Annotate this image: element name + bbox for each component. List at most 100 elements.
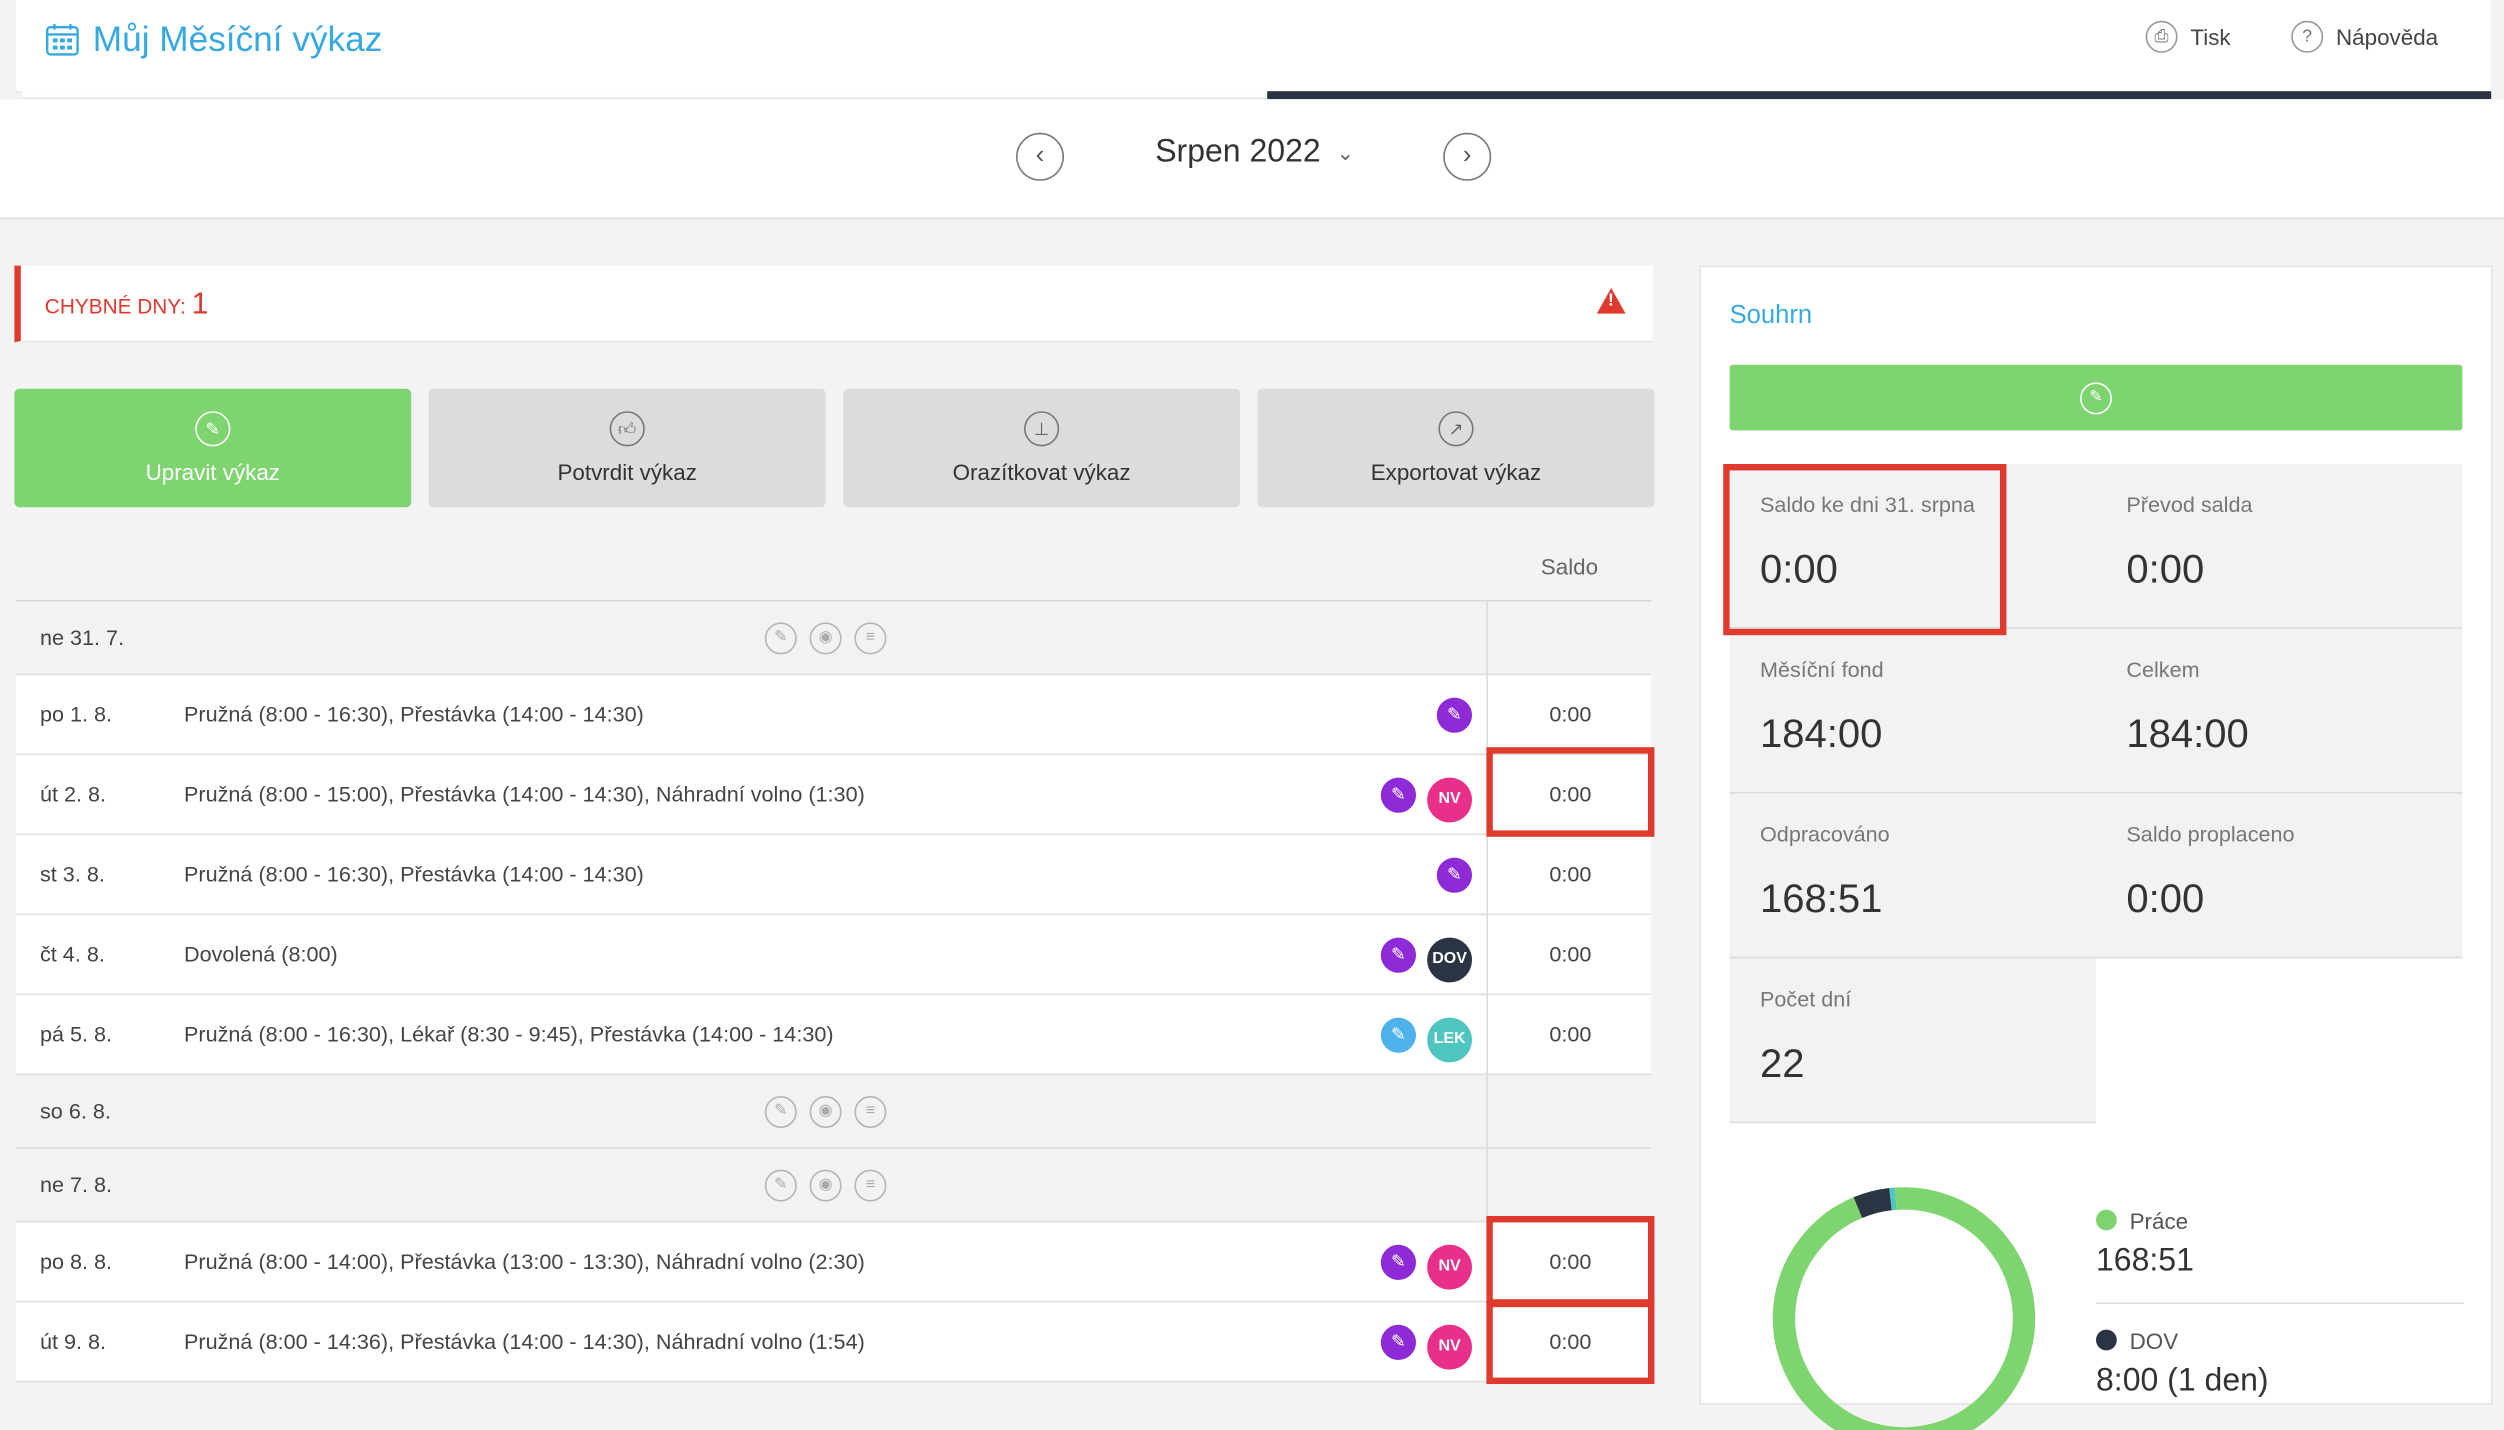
help-label: Nápověda — [2336, 24, 2438, 50]
row-actions: ✎ ◉ ≡ — [765, 1095, 887, 1127]
month-navigation: ‹ Srpen 2022 ⌄ › — [0, 99, 2504, 219]
pencil-icon[interactable]: ✎ — [1381, 1244, 1416, 1279]
summary-edit-button[interactable]: ✎ — [1730, 365, 2463, 431]
pencil-icon[interactable]: ✎ — [1381, 1017, 1416, 1052]
row-saldo: 0:00 — [1486, 915, 1652, 993]
help-button[interactable]: ? Nápověda — [2291, 21, 2438, 53]
row-date: út 9. 8. — [40, 1330, 106, 1354]
pencil-icon[interactable]: ✎ — [1381, 937, 1416, 972]
question-icon: ? — [2291, 21, 2323, 53]
note-edit-icon[interactable]: ≡ — [854, 1169, 886, 1201]
chevron-down-icon: ⌄ — [1337, 140, 1354, 166]
note-edit-icon[interactable]: ≡ — [854, 1095, 886, 1127]
eye-icon[interactable]: ◉ — [810, 1169, 842, 1201]
row-saldo — [1486, 1149, 1652, 1221]
status-badge: NV — [1427, 1324, 1472, 1369]
legend-value: 168:51 — [2096, 1243, 2194, 1280]
pencil-icon[interactable]: ✎ — [1381, 1324, 1416, 1359]
confirm-report-button[interactable]: 👍︎ Potvrdit výkaz — [429, 389, 826, 507]
next-month-button[interactable]: › — [1443, 133, 1491, 181]
row-date: so 6. 8. — [40, 1099, 111, 1123]
row-badges: ✎ LEK — [1381, 1007, 1472, 1061]
summary-panel: Souhrn ✎ Saldo ke dni 31. srpna 0:00 Pře… — [1699, 266, 2493, 1405]
pencil-icon[interactable]: ✎ — [1437, 857, 1472, 892]
stamp-report-button[interactable]: ⊥ Orazítkovat výkaz — [843, 389, 1240, 507]
row-saldo: 0:00 — [1486, 995, 1652, 1073]
pencil-icon[interactable]: ✎ — [765, 622, 797, 654]
stat-label: Celkem — [2126, 658, 2199, 682]
highlight-box — [1486, 747, 1654, 837]
row-saldo: 0:00 — [1486, 675, 1652, 753]
row-description: Pružná (8:00 - 15:00), Přestávka (14:00 … — [184, 782, 865, 806]
table-row[interactable]: čt 4. 8. Dovolená (8:00) ✎ DOV 0:00 — [16, 915, 1651, 995]
stamp-icon: ⊥ — [1024, 411, 1059, 446]
table-row[interactable]: út 2. 8. Pružná (8:00 - 15:00), Přestávk… — [16, 755, 1651, 835]
stamp-report-label: Orazítkovat výkaz — [953, 459, 1131, 485]
row-date: pá 5. 8. — [40, 1022, 112, 1046]
hours-donut-chart — [1765, 1174, 2069, 1430]
pencil-icon[interactable]: ✎ — [765, 1169, 797, 1201]
export-report-label: Exportovat výkaz — [1371, 459, 1542, 485]
export-icon: ↗ — [1438, 411, 1473, 446]
eye-icon[interactable]: ◉ — [810, 622, 842, 654]
row-description: Pružná (8:00 - 14:36), Přestávka (14:00 … — [184, 1330, 865, 1354]
stat-worked: Odpracováno 168:51 — [1730, 794, 2096, 959]
row-saldo: 0:00 — [1486, 835, 1652, 913]
table-row[interactable]: ne 31. 7. ✎ ◉ ≡ — [16, 602, 1651, 676]
row-date: čt 4. 8. — [40, 942, 105, 966]
pencil-icon: ✎ — [2080, 382, 2112, 414]
month-selector[interactable]: Srpen 2022 ⌄ — [1155, 134, 1354, 171]
tab-strip-active — [1267, 91, 2491, 99]
calendar-icon — [45, 22, 80, 57]
previous-month-button[interactable]: ‹ — [1016, 133, 1064, 181]
row-badges: ✎ NV — [1381, 1234, 1472, 1288]
table-row[interactable]: ne 7. 8. ✎ ◉ ≡ — [16, 1149, 1651, 1223]
row-badges: ✎ NV — [1381, 1314, 1472, 1368]
error-days-text: Chybné dny: — [45, 294, 186, 318]
row-description: Pružná (8:00 - 16:30), Přestávka (14:00 … — [184, 862, 644, 886]
eye-icon[interactable]: ◉ — [810, 1095, 842, 1127]
stat-monthly-fund: Měsíční fond 184:00 — [1730, 629, 2096, 794]
row-actions: ✎ ◉ ≡ — [765, 622, 887, 654]
row-badges: ✎ DOV — [1381, 927, 1472, 981]
legend-label: DOV — [2130, 1328, 2179, 1354]
status-badge: NV — [1427, 777, 1472, 822]
stat-day-count: Počet dní 22 — [1730, 958, 2096, 1123]
month-label: Srpen 2022 — [1155, 134, 1320, 171]
edit-report-label: Upravit výkaz — [146, 459, 280, 485]
row-description: Pružná (8:00 - 16:30), Lékař (8:30 - 9:4… — [184, 1022, 834, 1046]
stat-value: 184:00 — [1760, 712, 1882, 758]
stat-saldo-transfer: Převod salda 0:00 — [2096, 464, 2462, 629]
export-report-button[interactable]: ↗ Exportovat výkaz — [1258, 389, 1655, 507]
pencil-icon[interactable]: ✎ — [1437, 697, 1472, 732]
print-label: Tisk — [2190, 24, 2230, 50]
table-row[interactable]: pá 5. 8. Pružná (8:00 - 16:30), Lékař (8… — [16, 995, 1651, 1075]
confirm-report-label: Potvrdit výkaz — [557, 459, 696, 485]
table-row[interactable]: po 8. 8. Pružná (8:00 - 14:00), Přestávk… — [16, 1222, 1651, 1302]
print-button[interactable]: ⎙ Tisk — [2146, 21, 2231, 53]
warning-icon — [1597, 288, 1626, 314]
legend-dot — [2096, 1330, 2117, 1351]
summary-title: Souhrn — [1730, 302, 1813, 331]
legend-item-dov: DOV 8:00 (1 den) — [2096, 1328, 2269, 1400]
pencil-icon[interactable]: ✎ — [765, 1095, 797, 1127]
edit-report-button[interactable]: ✎ Upravit výkaz — [14, 389, 411, 507]
table-row[interactable]: út 9. 8. Pružná (8:00 - 14:36), Přestávk… — [16, 1302, 1651, 1382]
table-row[interactable]: st 3. 8. Pružná (8:00 - 16:30), Přestávk… — [16, 835, 1651, 915]
divider — [2096, 1302, 2464, 1304]
saldo-column-header: Saldo — [1541, 554, 1598, 580]
row-date: út 2. 8. — [40, 782, 106, 806]
app-title[interactable]: Můj Měsíční výkaz — [45, 19, 383, 61]
table-row[interactable]: po 1. 8. Pružná (8:00 - 16:30), Přestávk… — [16, 675, 1651, 755]
row-date: ne 31. 7. — [40, 626, 124, 650]
status-badge: DOV — [1427, 937, 1472, 982]
stat-label: Převod salda — [2126, 493, 2252, 517]
note-edit-icon[interactable]: ≡ — [854, 622, 886, 654]
pencil-icon[interactable]: ✎ — [1381, 777, 1416, 812]
stat-value: 0:00 — [2126, 547, 2204, 593]
stat-value: 168:51 — [1760, 877, 1882, 923]
table-row[interactable]: so 6. 8. ✎ ◉ ≡ — [16, 1075, 1651, 1149]
row-description: Pružná (8:00 - 14:00), Přestávka (13:00 … — [184, 1250, 865, 1274]
legend-item-work: Práce 168:51 — [2096, 1208, 2194, 1280]
